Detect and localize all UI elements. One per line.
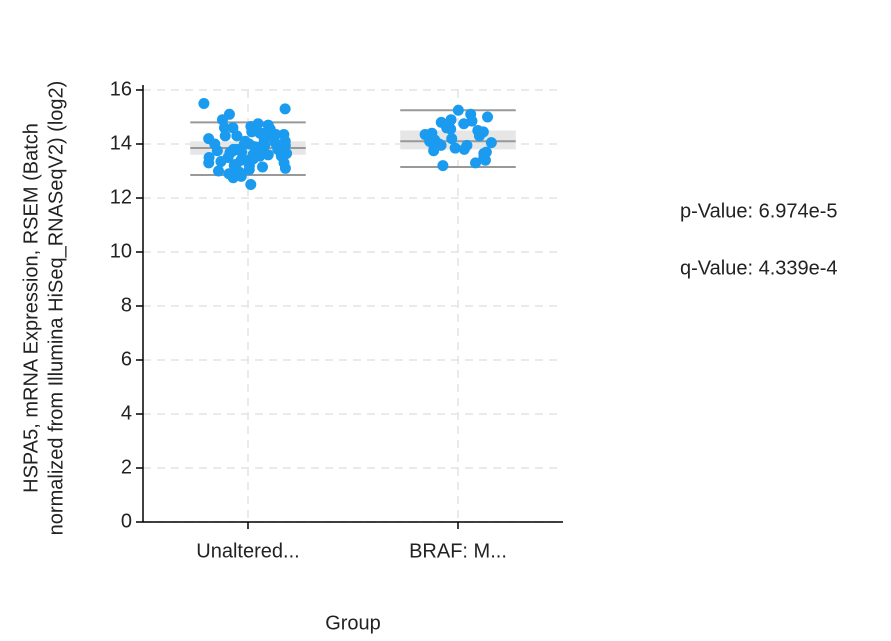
point (279, 162, 291, 174)
point (198, 98, 210, 109)
x-tick-label: Unaltered... (196, 540, 299, 562)
point (257, 161, 269, 173)
point (245, 179, 257, 190)
point (215, 156, 227, 168)
y-tick-label: 2 (121, 456, 132, 478)
y-axis-label: normalized from Illumina HiSeq_RNASeqV2)… (45, 81, 67, 536)
point (473, 130, 485, 142)
point (446, 133, 458, 145)
point (270, 129, 282, 141)
point (262, 149, 274, 161)
point (252, 118, 264, 130)
point (211, 145, 223, 157)
point (485, 137, 497, 149)
point (458, 118, 470, 130)
y-tick-label: 16 (110, 78, 132, 100)
point (458, 143, 470, 155)
x-tick-label: BRAF: M... (409, 540, 507, 562)
point (278, 129, 290, 141)
point (435, 139, 447, 151)
y-tick-label: 4 (121, 402, 132, 424)
point (419, 129, 431, 141)
point (437, 160, 449, 172)
point (231, 130, 243, 142)
point (279, 103, 291, 115)
point (238, 138, 250, 150)
point (445, 123, 457, 135)
p-value: p-Value: 6.974e-5 (680, 200, 838, 222)
q-value: q-Value: 4.339e-4 (680, 257, 838, 279)
point (218, 122, 230, 134)
point (243, 160, 255, 172)
point (449, 142, 461, 154)
y-tick-label: 8 (121, 294, 132, 316)
point (227, 172, 239, 184)
point (246, 126, 258, 138)
point (482, 111, 494, 123)
y-axis-label: HSPA5, mRNA Expression, RSEM (Batch (20, 123, 42, 493)
point (213, 165, 225, 177)
y-tick-label: 12 (110, 186, 132, 208)
y-tick-label: 10 (110, 240, 132, 262)
y-tick-label: 0 (121, 510, 132, 532)
point (254, 150, 266, 162)
point (219, 130, 231, 142)
x-axis-label: Group (325, 612, 381, 634)
point (203, 157, 215, 169)
point (479, 154, 491, 166)
point (274, 141, 286, 153)
point (452, 104, 464, 116)
y-tick-label: 14 (110, 132, 132, 154)
y-tick-label: 6 (121, 348, 132, 370)
point (470, 157, 482, 169)
